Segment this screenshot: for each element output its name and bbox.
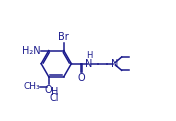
Text: O: O — [45, 85, 52, 95]
Text: H: H — [86, 51, 92, 60]
Text: N: N — [111, 59, 118, 69]
Text: Br: Br — [58, 32, 69, 42]
Text: Cl: Cl — [50, 93, 59, 103]
Text: H: H — [51, 87, 58, 97]
Text: H₂N: H₂N — [22, 46, 40, 56]
Text: CH₃: CH₃ — [23, 82, 40, 91]
Text: N: N — [85, 59, 93, 69]
Text: O: O — [78, 73, 85, 83]
